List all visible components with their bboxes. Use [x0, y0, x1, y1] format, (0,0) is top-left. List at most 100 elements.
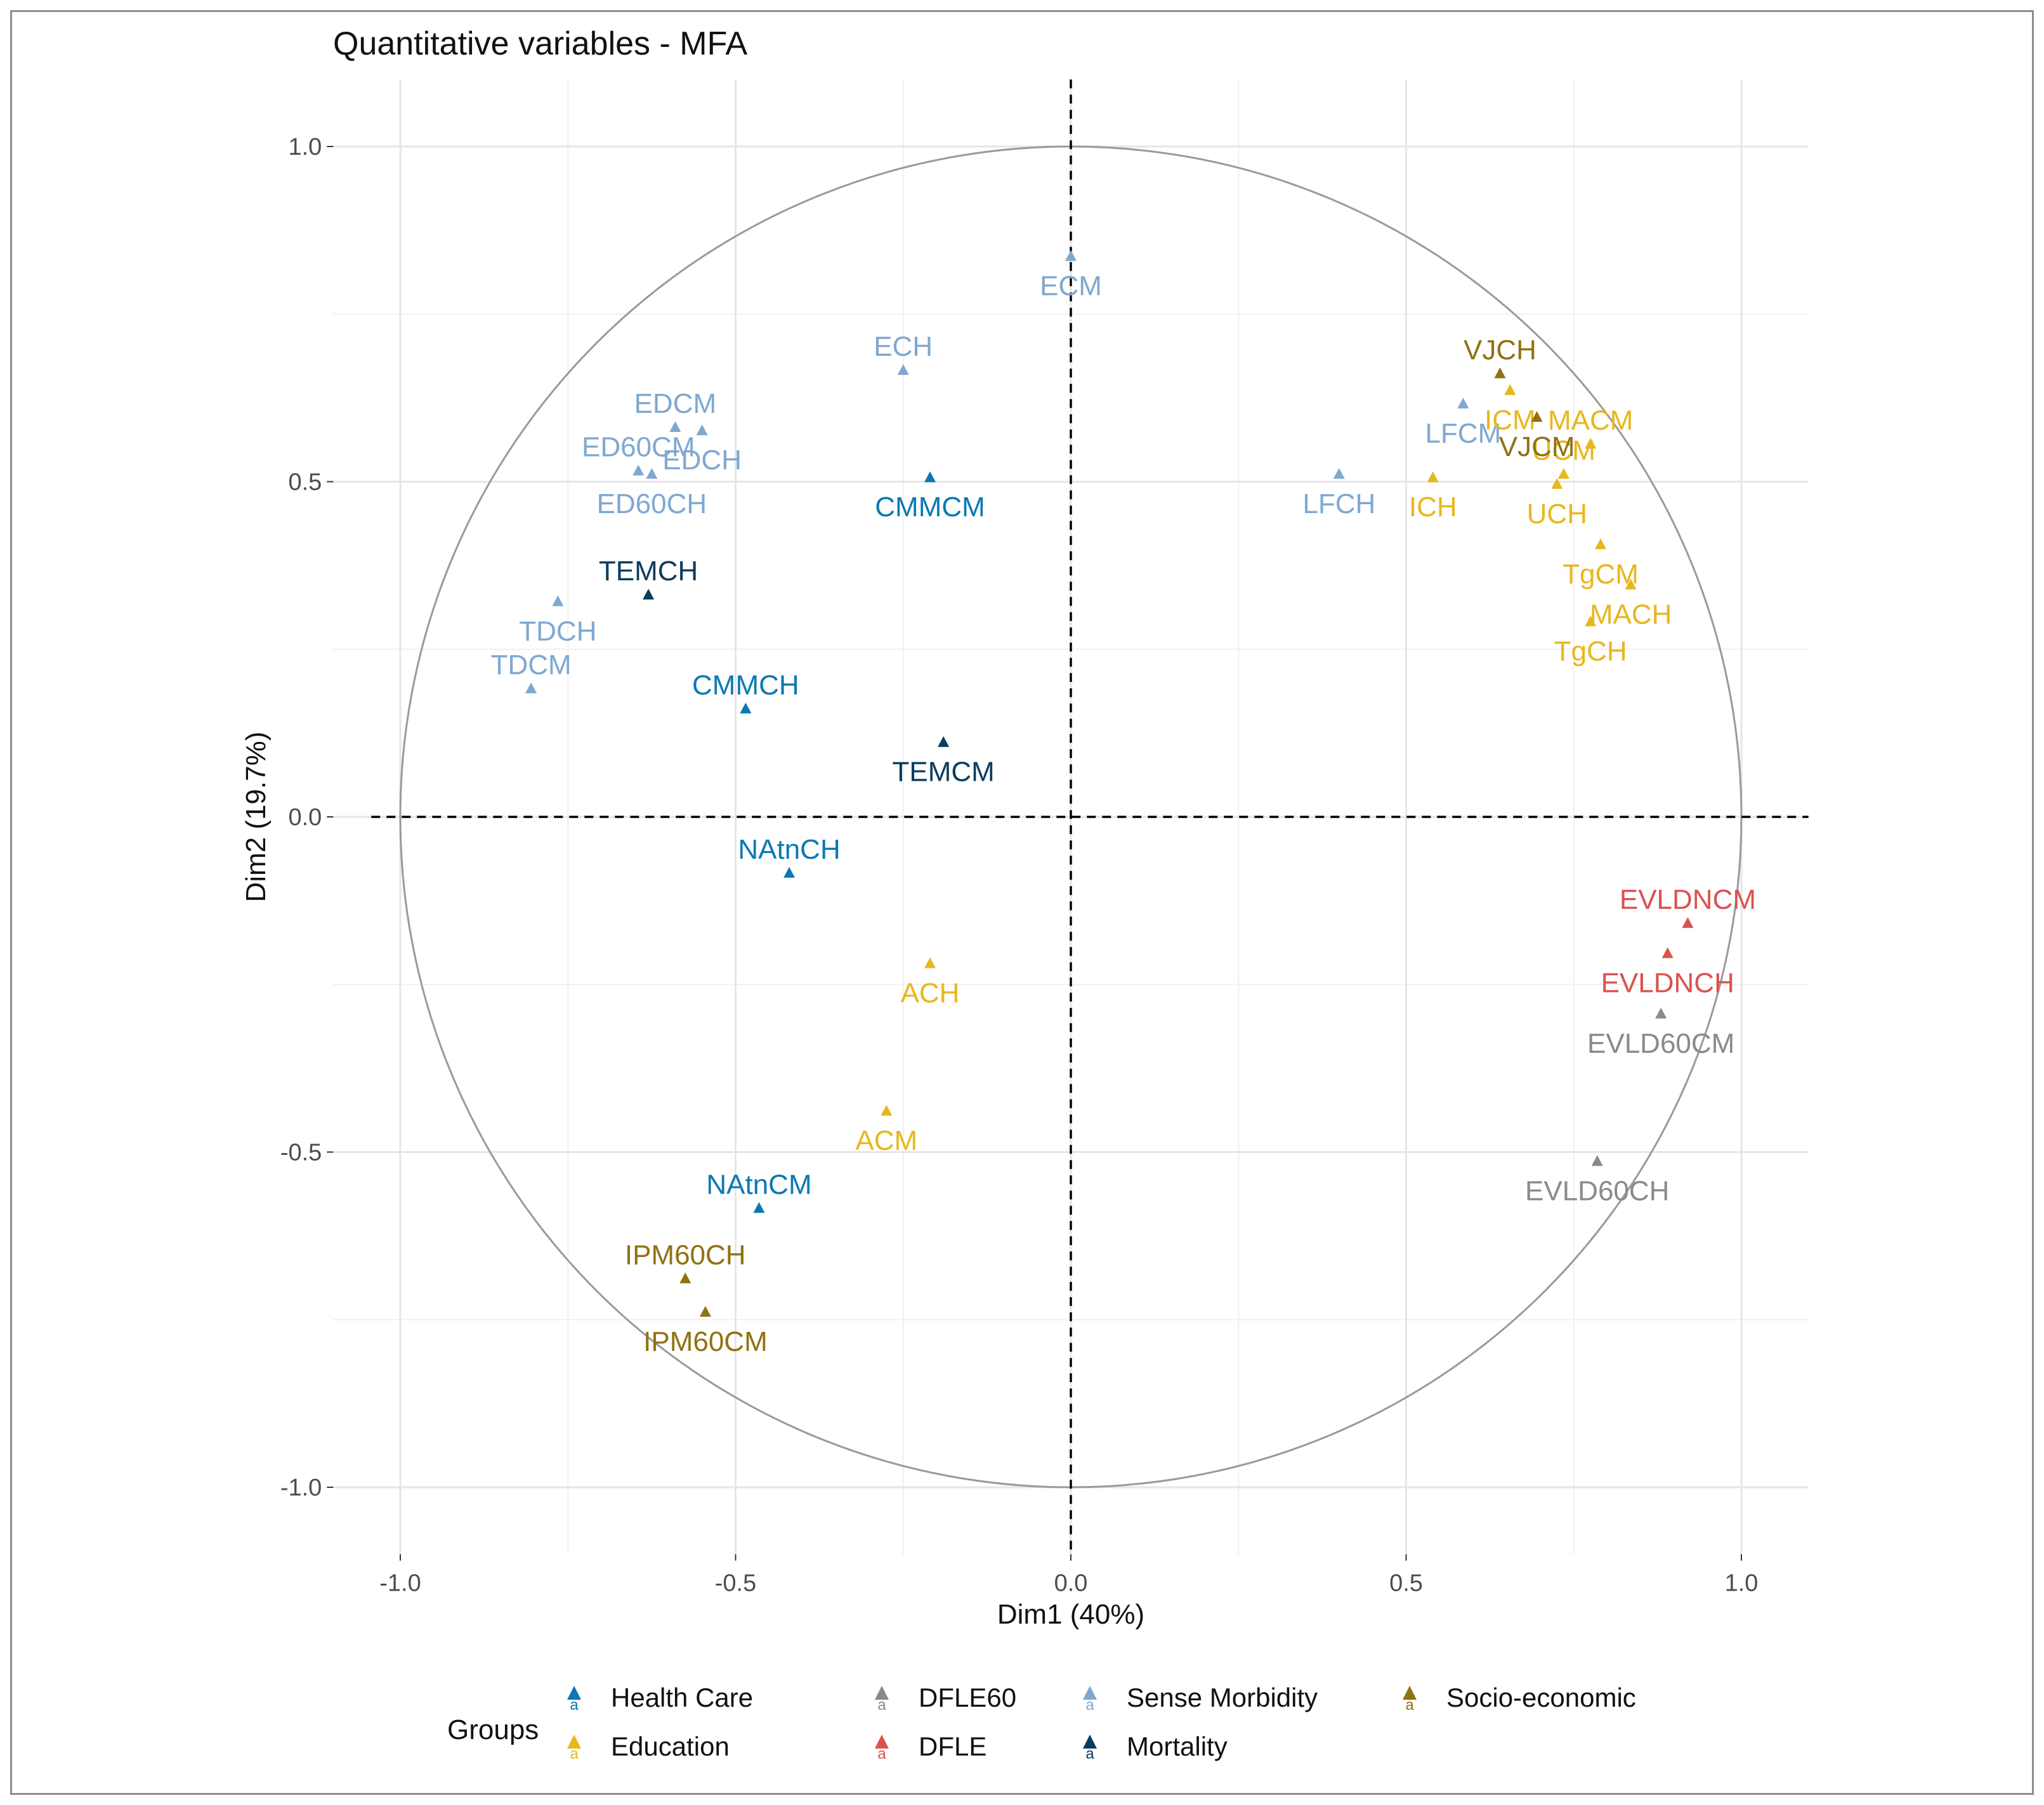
legend-key-icon: [567, 1735, 581, 1749]
point-marker: [881, 1105, 893, 1116]
legend-key-symbol: a: [877, 1697, 886, 1714]
x-tick-label: -1.0: [379, 1570, 421, 1597]
legend-key-icon: [875, 1735, 889, 1749]
point-label: ICM: [1484, 405, 1536, 436]
point-marker: [643, 589, 655, 600]
legend-key-symbol: a: [570, 1697, 579, 1714]
point-marker: [1585, 438, 1597, 449]
legend-entry-label: DFLE60: [919, 1683, 1016, 1712]
point-marker: [679, 1272, 691, 1284]
point-marker: [669, 420, 681, 432]
legend-title: Groups: [447, 1714, 539, 1745]
point-label: MACH: [1590, 599, 1672, 630]
point-marker: [1494, 367, 1506, 379]
point-label: ECM: [1040, 270, 1102, 301]
y-tick-label: -1.0: [280, 1475, 322, 1501]
legend: Groups a Health Care a DFLE60 a Sense Morbidi…: [447, 1683, 1636, 1763]
point-marker: [552, 595, 564, 606]
point-marker: [1595, 538, 1607, 549]
legend-entry-label: Sense Morbidity: [1127, 1683, 1318, 1712]
point-marker: [1625, 578, 1637, 590]
figure-frame: [10, 10, 2034, 1795]
point-label: TDCM: [491, 649, 572, 681]
point-label: UCM: [1532, 435, 1595, 466]
point-label: EVLD60CM: [1587, 1028, 1734, 1059]
point-label: TgCM: [1562, 559, 1639, 590]
point-marker: [1661, 947, 1674, 958]
legend-key-icon: [567, 1686, 581, 1700]
point-label: ACM: [855, 1125, 917, 1156]
point-marker: [1427, 471, 1439, 483]
point-marker: [1591, 1155, 1603, 1166]
x-axis-label: Dim1 (40%): [997, 1599, 1144, 1630]
point-marker: [938, 736, 950, 747]
x-tick-label: 0.5: [1389, 1570, 1423, 1597]
point-label: IPM60CH: [625, 1239, 746, 1270]
point-marker: [1531, 411, 1543, 422]
y-tick-label: -0.5: [280, 1140, 322, 1166]
point-marker: [1682, 917, 1694, 929]
point-label: CMMCH: [692, 670, 799, 701]
point-label: EVLDNCH: [1601, 968, 1734, 999]
point-label: TEMCH: [599, 556, 698, 587]
legend-entry-label: Education: [611, 1731, 730, 1761]
point-marker: [632, 464, 645, 476]
y-axis: -1.0 -0.5 0.0 0.5 1.0: [280, 134, 334, 1501]
point-marker: [696, 424, 708, 436]
point-marker: [525, 682, 537, 694]
point-label: EVLD60CH: [1525, 1175, 1669, 1206]
legend-key-symbol: a: [877, 1745, 886, 1763]
point-label: ICH: [1409, 492, 1457, 523]
y-axis-label: Dim2 (19.7%): [240, 732, 272, 903]
point-label: VJCM: [1499, 431, 1575, 462]
point-label: MACM: [1548, 405, 1633, 436]
point-marker: [1655, 1007, 1667, 1019]
point-label: CMMCM: [875, 492, 985, 523]
y-tick-label: 1.0: [288, 134, 322, 160]
legend-key-symbol: a: [1085, 1697, 1094, 1714]
point-label: NAtnCH: [738, 834, 840, 865]
chart-title: Quantitative variables - MFA: [333, 25, 747, 62]
point-marker: [753, 1202, 765, 1213]
legend-key-icon: [1403, 1686, 1417, 1700]
x-axis: -1.0 -0.5 0.0 0.5 1.0: [379, 1554, 1758, 1597]
legend-key-icon: [875, 1686, 889, 1700]
point-label: TDCH: [519, 616, 596, 647]
point-label: EVLDNCM: [1620, 884, 1756, 915]
point-marker: [897, 364, 909, 375]
legend-entry-label: DFLE: [919, 1731, 986, 1761]
point-marker: [740, 702, 752, 714]
point-marker: [924, 471, 936, 483]
point-marker: [1551, 478, 1563, 489]
point-label: NAtnCM: [706, 1169, 811, 1200]
legend-key-icon: [1083, 1735, 1097, 1749]
point-label: EDCM: [634, 388, 717, 419]
legend-key-symbol: a: [1405, 1697, 1414, 1714]
point-marker: [699, 1306, 711, 1317]
legend-entry-label: Socio-economic: [1446, 1683, 1636, 1712]
x-tick-label: 1.0: [1725, 1570, 1759, 1597]
y-tick-label: 0.0: [288, 804, 322, 831]
point-label: IPM60CM: [643, 1326, 768, 1357]
point-label: UCH: [1527, 498, 1587, 530]
point-marker: [924, 957, 936, 968]
y-tick-label: 0.5: [288, 469, 322, 496]
x-tick-label: -0.5: [715, 1570, 756, 1597]
point-marker: [1557, 467, 1569, 479]
point-label: LFCM: [1425, 418, 1501, 449]
legend-key-symbol: a: [570, 1745, 579, 1763]
point-marker: [1333, 467, 1345, 479]
point-marker: [1065, 250, 1077, 261]
point-marker: [646, 467, 658, 479]
point-label: ED60CH: [597, 488, 707, 519]
point-label: ED60CM: [582, 432, 695, 463]
point-label: EDCH: [662, 445, 742, 476]
legend-entry-label: Health Care: [611, 1683, 753, 1712]
point-label: ECH: [874, 331, 933, 362]
x-tick-label: 0.0: [1054, 1570, 1088, 1597]
legend-entry-label: Mortality: [1127, 1731, 1228, 1761]
point-marker: [1504, 384, 1516, 395]
legend-key-symbol: a: [1085, 1745, 1094, 1763]
